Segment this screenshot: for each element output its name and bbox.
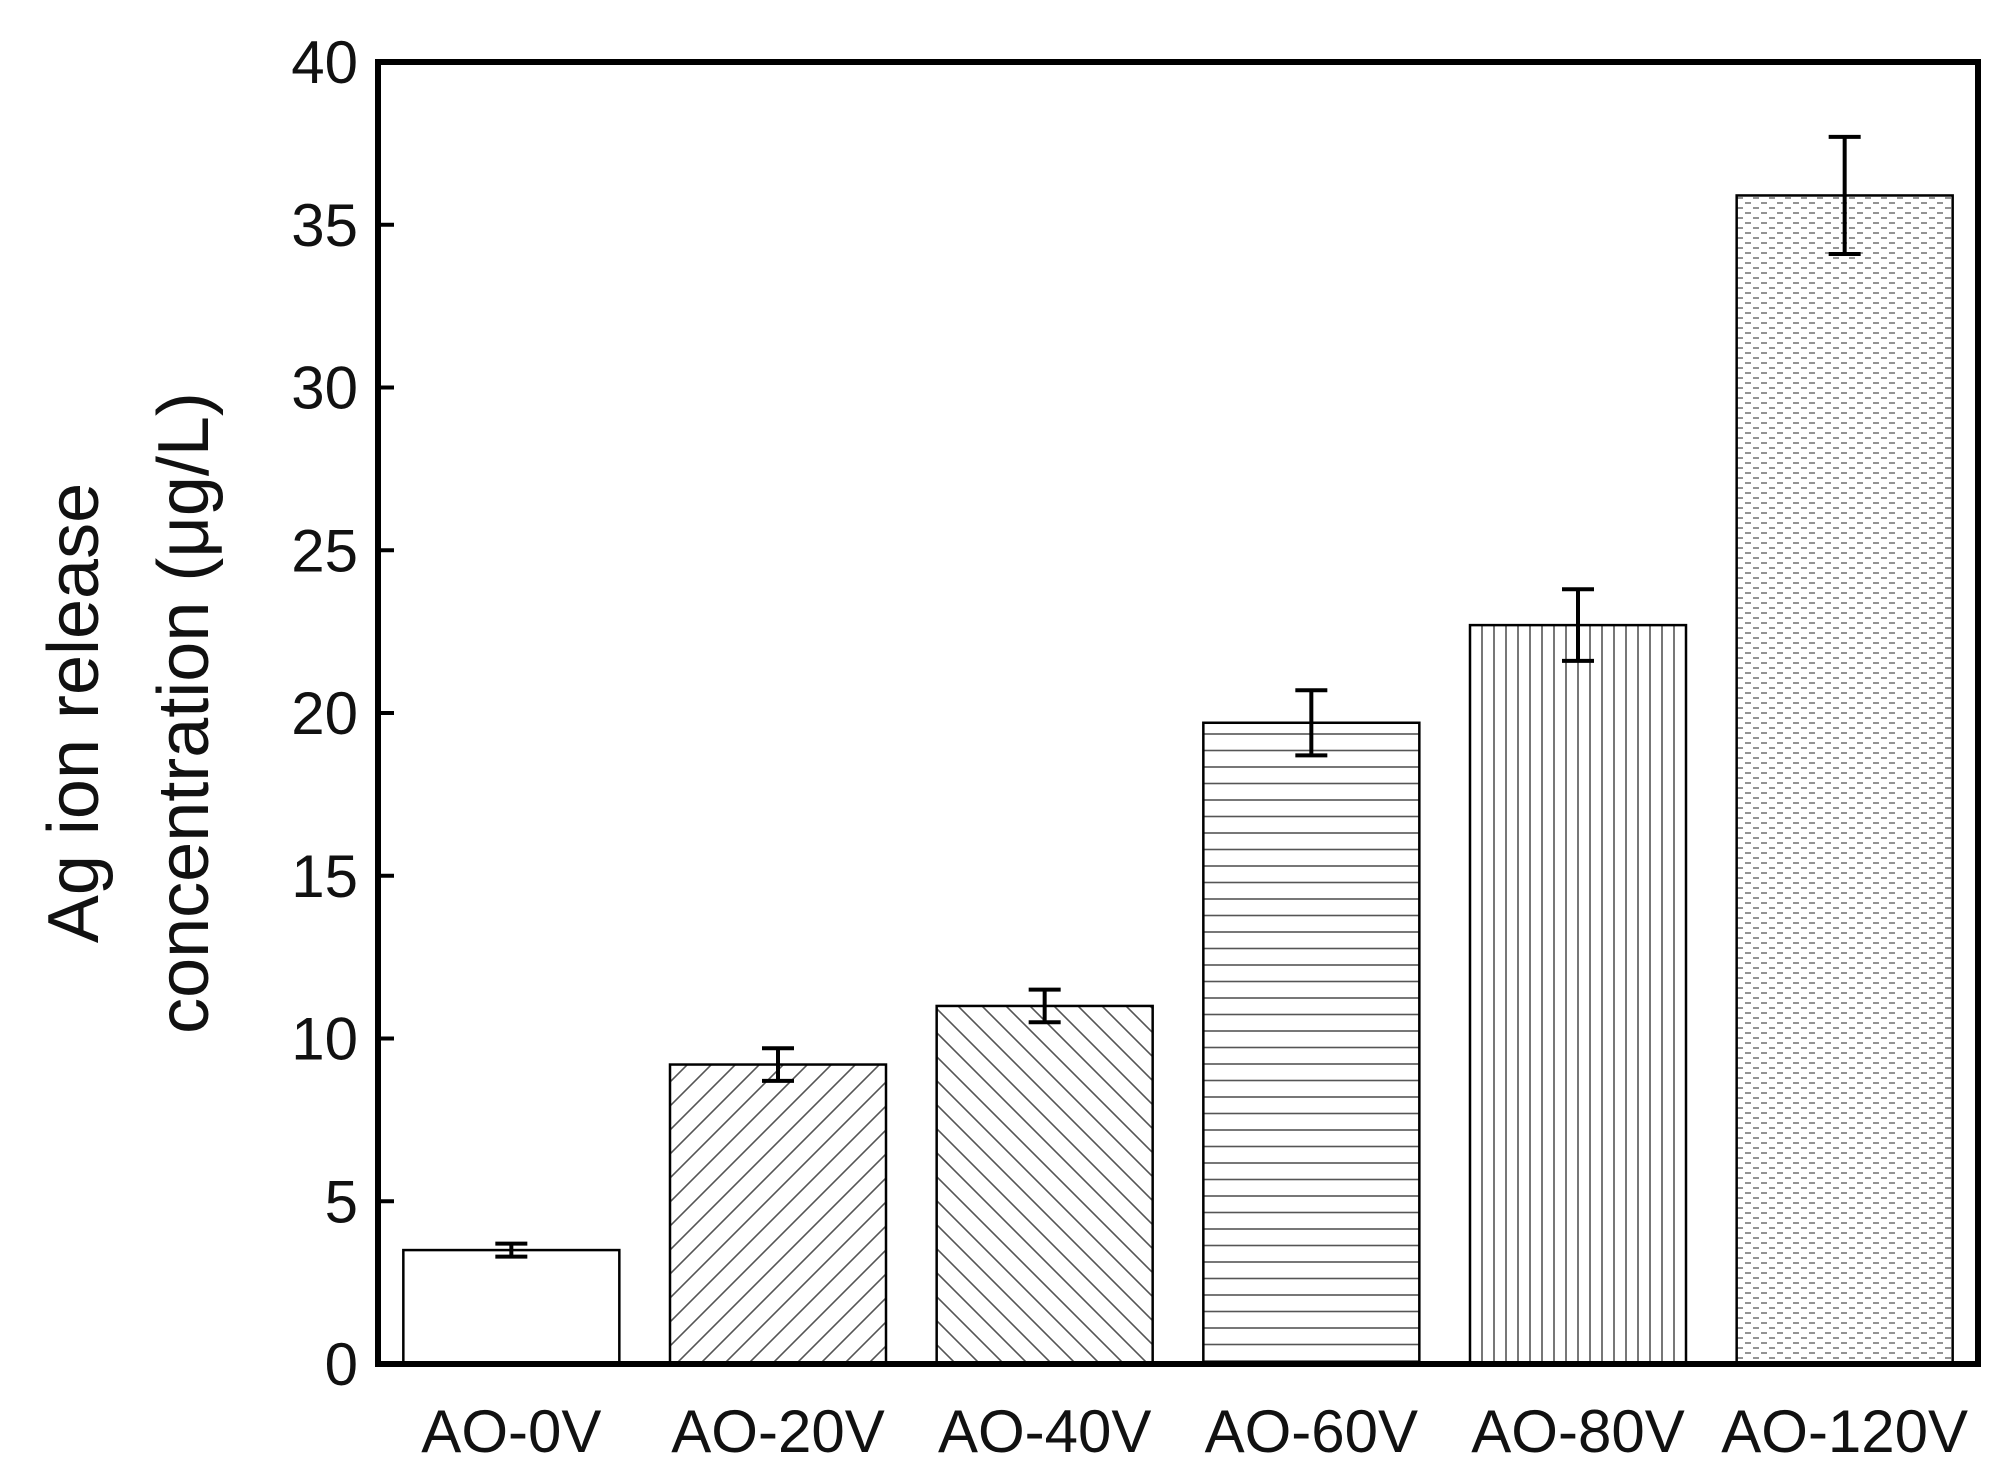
y-tick-label: 15 bbox=[291, 843, 358, 910]
error-bar-ao-40v bbox=[1028, 987, 1061, 1025]
x-tick-label: AO-120V bbox=[1721, 1398, 1968, 1465]
y-tick-label: 5 bbox=[325, 1168, 358, 1235]
y-tick-label: 25 bbox=[291, 517, 358, 584]
error-bar-ao-0v bbox=[495, 1241, 528, 1259]
y-axis-ticks: 0 5 10 15 20 25 30 35 40 bbox=[291, 29, 394, 1398]
y-tick-label: 30 bbox=[291, 355, 358, 422]
error-bar-ao-20v bbox=[762, 1046, 794, 1083]
x-axis-labels: AO-0V AO-20V AO-40V AO-60V AO-80V AO-120V bbox=[421, 1398, 1968, 1465]
y-tick-label: 0 bbox=[325, 1331, 358, 1398]
bar-ao-120v bbox=[1735, 194, 1954, 1366]
error-bars-layer bbox=[495, 134, 1861, 1259]
y-tick-label: 20 bbox=[291, 680, 358, 747]
error-bar-ao-80v bbox=[1562, 587, 1594, 663]
error-bar-ao-120v bbox=[1828, 134, 1861, 257]
bar-base-ao-0v bbox=[403, 1250, 620, 1364]
bar-ao-40v bbox=[935, 1004, 1154, 1366]
x-tick-label: AO-60V bbox=[1205, 1398, 1418, 1465]
bar-ao-80v bbox=[1468, 623, 1688, 1366]
x-tick-label: AO-0V bbox=[421, 1398, 601, 1465]
bar-ao-20v bbox=[668, 1063, 888, 1366]
y-tick-label: 10 bbox=[291, 1006, 358, 1073]
y-tick-label: 35 bbox=[291, 192, 358, 259]
bar-ao-60v bbox=[1202, 721, 1421, 1366]
x-tick-label: AO-40V bbox=[938, 1398, 1151, 1465]
x-tick-label: AO-80V bbox=[1471, 1398, 1684, 1465]
error-bar-ao-60v bbox=[1295, 688, 1328, 758]
bars-layer bbox=[402, 194, 1954, 1366]
y-axis-title-line-1: Ag ion release bbox=[34, 483, 114, 943]
y-tick-label: 40 bbox=[291, 29, 358, 96]
x-tick-label: AO-20V bbox=[671, 1398, 884, 1465]
y-axis-title-line-2: concentration (μg/L) bbox=[144, 392, 224, 1034]
